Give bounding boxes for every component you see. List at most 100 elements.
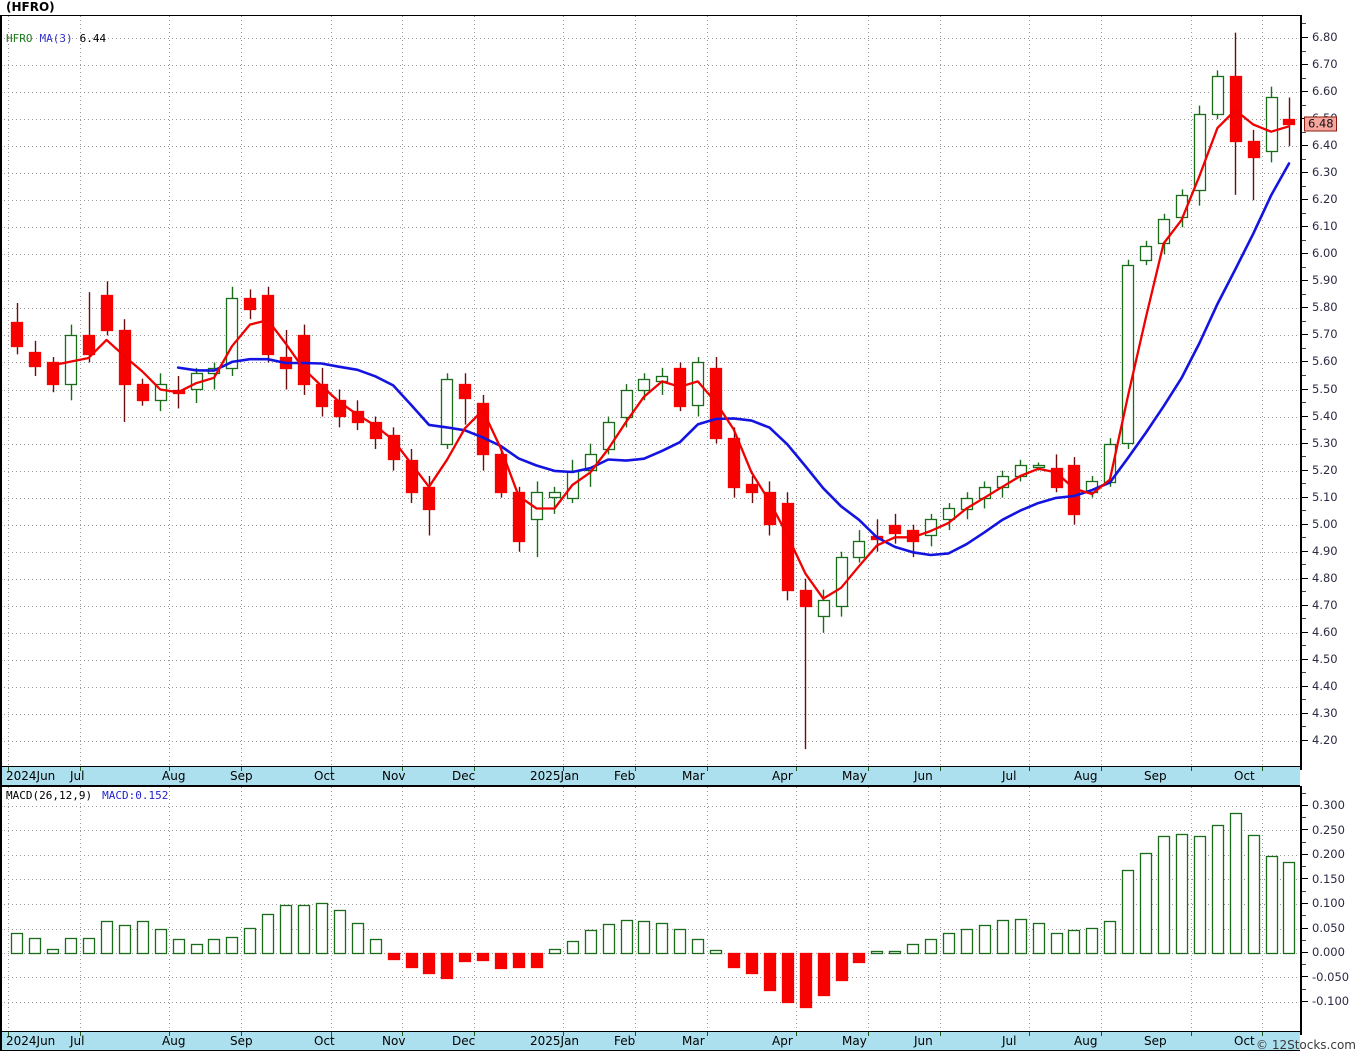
date-axis-label: Oct (314, 769, 335, 783)
date-axis-label: Feb (614, 769, 636, 783)
date-axis-label: Mar (682, 1034, 705, 1048)
date-axis-label: Sep (230, 1034, 253, 1048)
price-axis-tick (1302, 91, 1308, 92)
price-axis-tick (1302, 145, 1308, 146)
date-axis-tick (1262, 767, 1263, 771)
price-axis-label: 5.40 (1312, 408, 1338, 423)
price-axis-tick (1302, 551, 1308, 552)
date-axis-label: Oct (1234, 769, 1255, 783)
price-plot-svg (4, 16, 1302, 771)
price-axis-label: 4.60 (1312, 624, 1338, 639)
date-axis-label: Aug (1074, 1034, 1098, 1048)
price-axis-label: 5.90 (1312, 273, 1338, 288)
date-axis-tick (1262, 1032, 1263, 1036)
price-axis-tick (1302, 226, 1308, 227)
price-axis-tick (1302, 172, 1308, 173)
date-axis-label: Sep (1144, 1034, 1167, 1048)
macd-axis-label: 0.200 (1312, 847, 1345, 861)
price-axis-minor-tick (1302, 429, 1306, 430)
price-axis-label: 4.40 (1312, 678, 1338, 693)
macd-axis-minor-tick (1302, 940, 1306, 941)
date-axis-label: Jul (1002, 1034, 1017, 1048)
date-axis-label: Oct (1234, 1034, 1255, 1048)
date-axis-label: May (842, 1034, 867, 1048)
macd-axis-tick (1302, 928, 1308, 929)
date-axis-tick (1029, 1032, 1030, 1036)
date-axis-label: Nov (382, 769, 406, 783)
price-axis-minor-tick (1302, 564, 1306, 565)
price-axis-label: 6.40 (1312, 138, 1338, 153)
price-axis-minor-tick (1302, 402, 1306, 403)
price-axis-minor-tick (1302, 456, 1306, 457)
watermark: © 12Stocks.com (1256, 1038, 1356, 1052)
price-axis-label: 5.80 (1312, 300, 1338, 315)
price-axis-label: 4.80 (1312, 570, 1338, 585)
price-axis-label: 5.20 (1312, 462, 1338, 477)
price-axis-tick (1302, 713, 1308, 714)
date-axis-label: 2025Jan (530, 1034, 580, 1048)
price-axis-minor-tick (1302, 618, 1306, 619)
price-axis-label: 4.50 (1312, 651, 1338, 666)
price-axis-minor-tick (1302, 23, 1306, 24)
price-axis-minor-tick (1302, 645, 1306, 646)
price-axis-minor-tick (1302, 267, 1306, 268)
date-axis-tick (8, 1032, 9, 1036)
price-axis-minor-tick (1302, 699, 1306, 700)
date-axis-tick (474, 767, 475, 771)
price-axis-minor-tick (1302, 375, 1306, 376)
price-axis-tick (1302, 64, 1308, 65)
date-axis-label: Jul (70, 769, 85, 783)
date-axis-top: 2024Jun Jul Aug Sep Oct Nov Dec 2025Jan Feb Mar Ap… (0, 766, 1300, 786)
price-axis-tick (1302, 470, 1308, 471)
title-bar: (HFRO) (0, 0, 1360, 15)
date-axis-label: Jul (1002, 769, 1017, 783)
price-axis-minor-tick (1302, 294, 1306, 295)
date-axis-label: Feb (614, 1034, 636, 1048)
price-axis-minor-tick (1302, 186, 1306, 187)
price-axis-tick (1302, 334, 1308, 335)
price-axis-label: 4.20 (1312, 733, 1338, 747)
price-axis-minor-tick (1302, 726, 1306, 727)
date-axis-tick (402, 1032, 403, 1036)
price-axis-tick (1302, 578, 1308, 579)
macd-y-axis: 0.300 0.250 0.200 0.150 0.100 0.050 0.000 -0.05… (1300, 786, 1360, 1035)
macd-axis-tick (1302, 829, 1308, 830)
date-axis-bottom: 2024Jun Jul Aug Sep Oct Nov Dec 2025Jan Feb Mar Ap… (0, 1031, 1300, 1051)
price-axis-label: 5.60 (1312, 354, 1338, 369)
price-axis-label: 6.80 (1312, 30, 1338, 44)
legend-ma-value: 6.44 (79, 32, 107, 45)
price-axis-label: 6.00 (1312, 246, 1338, 261)
macd-axis-label: -0.050 (1312, 969, 1350, 984)
macd-plot-svg (4, 787, 1302, 1036)
price-axis-tick (1302, 307, 1308, 308)
price-y-axis: 6.48 6.806.706.606.506.406.306.206.106.0… (1300, 15, 1360, 770)
price-axis-minor-tick (1302, 159, 1306, 160)
date-axis-tick (707, 767, 708, 771)
macd-axis-tick (1302, 976, 1308, 977)
price-axis-minor-tick (1302, 78, 1306, 79)
date-axis-label: Oct (314, 1034, 335, 1048)
date-axis-tick (169, 1032, 170, 1036)
date-axis-tick (707, 1032, 708, 1036)
macd-axis-label: 0.100 (1312, 896, 1345, 910)
macd-axis-label: 0.000 (1312, 945, 1345, 959)
macd-axis-minor-tick (1302, 842, 1306, 843)
macd-axis-label: 0.300 (1312, 798, 1345, 812)
macd-chart-panel: MACD(26,12,9) MACD:0.152 (0, 786, 1302, 1036)
date-axis-label: Sep (230, 769, 253, 783)
date-axis-tick (940, 1032, 941, 1036)
price-axis-minor-tick (1302, 537, 1306, 538)
date-axis-tick (1101, 767, 1102, 771)
price-axis-tick (1302, 37, 1308, 38)
price-axis-tick (1302, 659, 1308, 660)
price-chart-panel: HFRO MA(3) 6.44 (0, 15, 1302, 771)
date-axis-tick (1191, 1032, 1192, 1036)
price-axis-label: 5.30 (1312, 435, 1338, 450)
price-axis-tick (1302, 280, 1308, 281)
legend-macd-indicator: MACD(26,12,9) (6, 789, 93, 802)
price-axis-label: 5.70 (1312, 327, 1338, 342)
price-axis-label: 6.60 (1312, 84, 1338, 99)
date-axis-tick (563, 1032, 564, 1036)
date-axis-tick (1101, 1032, 1102, 1036)
